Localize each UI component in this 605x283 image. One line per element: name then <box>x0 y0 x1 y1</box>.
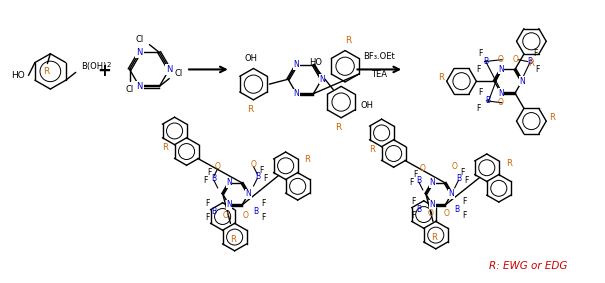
Text: HO: HO <box>11 71 25 80</box>
Text: F: F <box>464 176 469 185</box>
Text: F: F <box>462 197 466 206</box>
Text: B: B <box>253 207 258 216</box>
Text: B(OH): B(OH) <box>81 62 106 71</box>
Text: R: R <box>369 145 374 154</box>
Text: O: O <box>223 211 229 220</box>
Text: B: B <box>486 96 491 105</box>
Text: N: N <box>430 178 435 187</box>
Text: B: B <box>528 57 532 66</box>
Text: Cl: Cl <box>125 85 134 94</box>
Text: TEA: TEA <box>371 70 387 79</box>
Text: O: O <box>420 164 426 173</box>
Text: BF₃.OEt: BF₃.OEt <box>364 52 395 61</box>
Text: O: O <box>215 162 221 171</box>
Text: F: F <box>411 197 415 206</box>
Text: R: R <box>549 113 555 122</box>
Text: F: F <box>535 65 540 74</box>
Text: O: O <box>243 211 249 220</box>
Text: F: F <box>411 211 415 220</box>
Text: O: O <box>513 55 519 64</box>
Text: 2: 2 <box>106 61 111 68</box>
Text: Cl: Cl <box>174 69 182 78</box>
Text: B: B <box>416 205 422 214</box>
Text: +: + <box>97 63 111 80</box>
Text: F: F <box>462 211 466 220</box>
Text: R: EWG or EDG: R: EWG or EDG <box>489 261 567 271</box>
Text: F: F <box>259 166 264 175</box>
Text: F: F <box>478 89 483 97</box>
Text: B: B <box>211 174 217 183</box>
Text: N: N <box>319 75 325 84</box>
Text: F: F <box>478 49 483 58</box>
Text: Cl: Cl <box>136 35 143 44</box>
Text: N: N <box>499 65 504 74</box>
Text: N: N <box>226 178 232 187</box>
Text: F: F <box>476 65 480 74</box>
Text: N: N <box>136 82 143 91</box>
Text: R: R <box>304 155 310 164</box>
Text: N: N <box>519 77 525 86</box>
Text: N: N <box>246 189 251 198</box>
Text: F: F <box>206 213 210 222</box>
Text: B: B <box>416 176 422 185</box>
Text: F: F <box>409 178 413 187</box>
Text: B: B <box>255 172 260 181</box>
Text: R: R <box>43 67 50 76</box>
Text: B: B <box>454 205 459 214</box>
Text: R: R <box>438 73 443 82</box>
Text: F: F <box>206 199 210 208</box>
Text: O: O <box>428 209 434 218</box>
Text: F: F <box>204 176 208 185</box>
Text: N: N <box>293 89 299 98</box>
Text: O: O <box>497 98 503 107</box>
Text: F: F <box>460 168 465 177</box>
Text: R: R <box>230 235 235 244</box>
Text: HO: HO <box>309 58 322 67</box>
Text: F: F <box>413 170 417 179</box>
Text: N: N <box>136 48 143 57</box>
Text: F: F <box>476 104 480 113</box>
Text: R: R <box>247 105 253 114</box>
Text: N: N <box>226 200 232 209</box>
Text: N: N <box>166 65 172 74</box>
Text: O: O <box>497 55 503 64</box>
Text: O: O <box>452 162 457 171</box>
Text: R: R <box>431 233 437 242</box>
Text: F: F <box>261 199 266 208</box>
Text: OH: OH <box>245 54 258 63</box>
Text: R: R <box>506 159 511 168</box>
Text: OH: OH <box>361 102 373 110</box>
Text: F: F <box>534 49 538 58</box>
Text: R: R <box>335 123 341 132</box>
Text: F: F <box>261 213 266 222</box>
Text: F: F <box>208 168 212 177</box>
Text: R: R <box>162 143 168 152</box>
Text: N: N <box>499 89 504 98</box>
Text: B: B <box>456 174 461 183</box>
Text: N: N <box>293 60 299 69</box>
Text: B: B <box>484 57 489 66</box>
Text: O: O <box>250 160 257 169</box>
Text: N: N <box>449 189 454 198</box>
Text: O: O <box>443 209 450 218</box>
Text: R: R <box>345 36 352 45</box>
Text: R: R <box>528 59 534 68</box>
Text: F: F <box>263 174 267 183</box>
Text: N: N <box>430 200 435 209</box>
Text: B: B <box>211 207 217 216</box>
